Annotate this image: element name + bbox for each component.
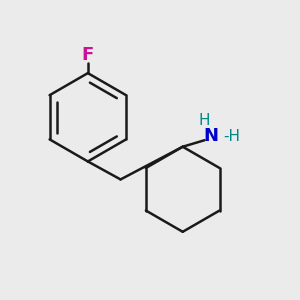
Text: N: N xyxy=(203,127,218,145)
Text: F: F xyxy=(82,46,94,64)
Text: -H: -H xyxy=(223,129,240,144)
Text: H: H xyxy=(198,113,210,128)
